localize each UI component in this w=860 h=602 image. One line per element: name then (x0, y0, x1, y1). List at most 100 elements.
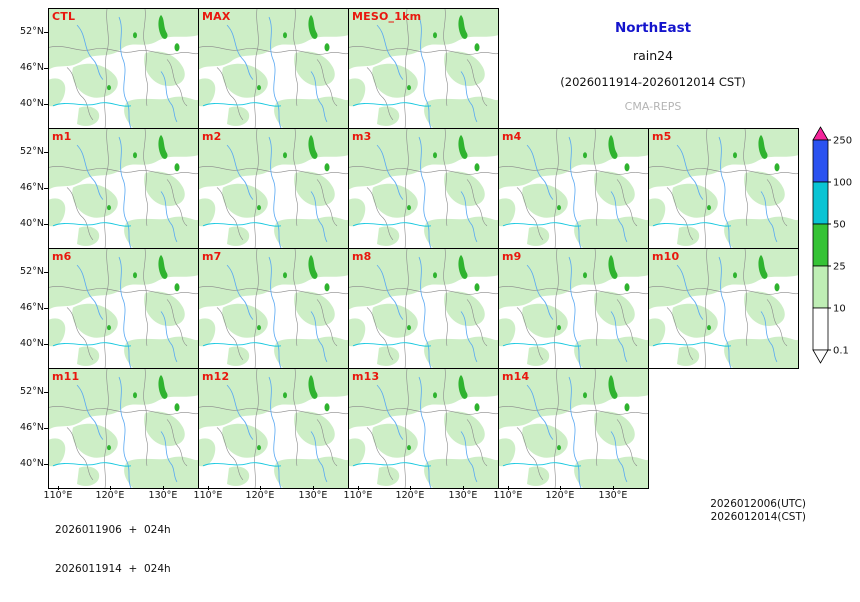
y-axis-label: 40°N (0, 458, 48, 470)
valid-time-utc: 2026012006(UTC) (710, 498, 806, 510)
map-panel-m12: m12 (198, 368, 349, 489)
colorbar-segment-25-50 (812, 223, 829, 267)
panel-label: m2 (202, 130, 222, 143)
rivers (526, 376, 628, 488)
rivers (376, 376, 478, 488)
heavy-rain-spots (107, 255, 180, 331)
precipitation-map-image (649, 249, 798, 368)
colorbar-segment-10-25 (812, 265, 829, 309)
x-axis-label: 130°E (595, 486, 631, 501)
heavy-rain-spots (257, 15, 330, 91)
colorbar-label-0.1: 0.1 (833, 346, 849, 357)
title-block: NorthEast rain24 (2026011914-2026012014 … (500, 20, 806, 113)
province-borders (649, 129, 798, 248)
y-axis-label: 46°N (0, 302, 48, 314)
x-axis-label: 130°E (145, 486, 181, 501)
colorbar-arrow-bottom (812, 349, 829, 364)
heavy-rain-spots (407, 375, 480, 451)
heavy-rain-spots (407, 135, 480, 211)
x-axis-label: 130°E (295, 486, 331, 501)
valid-period-title: (2026011914-2026012014 CST) (560, 75, 746, 89)
precipitation-map-image (349, 9, 498, 128)
colorbar-label-250: 250 (833, 136, 852, 147)
init-time-cst: 2026011914 + 024h (55, 563, 171, 575)
coastline (52, 222, 132, 227)
map-panel-m8: m8 (348, 248, 499, 369)
footer-valid-times: 2026012006(UTC) 2026012014(CST) (710, 498, 806, 524)
region-title: NorthEast (614, 20, 692, 36)
heavy-rain-spots (407, 15, 480, 91)
heavy-rain-spots (257, 255, 330, 331)
x-axis-label: 120°E (92, 486, 128, 501)
heavy-rain-spots (707, 255, 780, 331)
variable-title: rain24 (632, 48, 674, 63)
y-axis-label: 40°N (0, 338, 48, 350)
panel-label: MAX (202, 10, 231, 23)
map-panel-m7: m7 (198, 248, 349, 369)
coastline (202, 342, 282, 347)
x-axis-label: 120°E (242, 486, 278, 501)
colorbar-label-25: 25 (833, 262, 846, 273)
panel-label: m8 (352, 250, 372, 263)
y-axis-label: 52°N (0, 386, 48, 398)
province-borders (349, 129, 498, 248)
province-borders (49, 129, 198, 248)
province-borders (199, 9, 348, 128)
coastline (202, 462, 282, 467)
map-panel-m9: m9 (498, 248, 649, 369)
colorbar-segment-100-250 (812, 139, 829, 183)
coastline (502, 222, 582, 227)
footer-init-times: 2026011906 + 024h 2026011914 + 024h (55, 498, 171, 602)
colorbar: 250 100 50 25 10 0.1 (812, 126, 852, 364)
x-axis-label: 110°E (190, 486, 226, 501)
precipitation-map-image (199, 129, 348, 248)
panel-label: CTL (52, 10, 76, 23)
heavy-rain-spots (257, 135, 330, 211)
province-borders (199, 249, 348, 368)
heavy-rain-spots (107, 15, 180, 91)
coastline (352, 342, 432, 347)
coastline (652, 342, 732, 347)
panel-label: m12 (202, 370, 230, 383)
panel-label: m13 (352, 370, 380, 383)
x-axis-label: 130°E (445, 486, 481, 501)
map-panel-m13: m13 (348, 368, 499, 489)
rivers (226, 256, 328, 368)
panel-label: m3 (352, 130, 372, 143)
heavy-rain-spots (107, 135, 180, 211)
coastline (502, 462, 582, 467)
coastline (352, 102, 432, 107)
panel-label: m5 (652, 130, 672, 143)
map-panel-m4: m4 (498, 128, 649, 249)
heavy-rain-spots (407, 255, 480, 331)
colorbar-label-10: 10 (833, 304, 846, 315)
coastline (352, 462, 432, 467)
panel-label: m1 (52, 130, 72, 143)
map-panel-m2: m2 (198, 128, 349, 249)
coastline (52, 102, 132, 107)
coastline (202, 222, 282, 227)
precipitation-map-image (199, 249, 348, 368)
panel-label: m10 (652, 250, 680, 263)
rivers (76, 136, 178, 248)
y-axis-label: 40°N (0, 218, 48, 230)
rivers (376, 16, 478, 128)
province-borders (499, 249, 648, 368)
colorbar-segment-50-100 (812, 181, 829, 225)
rivers (76, 376, 178, 488)
province-borders (49, 369, 198, 488)
panel-label: m14 (502, 370, 530, 383)
precipitation-map-image (499, 129, 648, 248)
x-axis-label: 110°E (340, 486, 376, 501)
panel-label: MESO_1km (352, 10, 422, 23)
coastline (52, 462, 132, 467)
heavy-rain-spots (557, 375, 630, 451)
colorbar-tickmarks (828, 139, 831, 351)
precipitation-map-image (499, 369, 648, 488)
panel-label: m7 (202, 250, 222, 263)
colorbar-arrow-top (812, 126, 829, 141)
rivers (526, 256, 628, 368)
province-borders (499, 369, 648, 488)
panel-label: m4 (502, 130, 522, 143)
precipitation-map-image (49, 369, 198, 488)
